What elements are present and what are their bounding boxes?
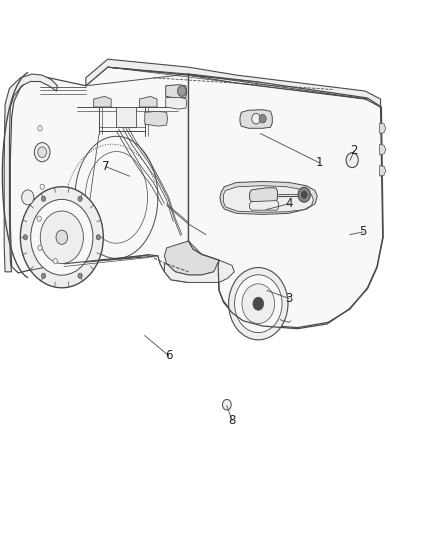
Polygon shape — [164, 260, 234, 282]
Circle shape — [301, 191, 307, 198]
Circle shape — [37, 216, 41, 221]
Polygon shape — [380, 123, 386, 134]
Circle shape — [23, 235, 28, 240]
Circle shape — [223, 399, 231, 410]
Circle shape — [177, 86, 186, 96]
Circle shape — [259, 115, 266, 123]
Circle shape — [31, 199, 93, 275]
Circle shape — [78, 196, 82, 201]
Text: 1: 1 — [316, 156, 323, 169]
Circle shape — [38, 126, 42, 131]
Polygon shape — [380, 144, 386, 155]
Circle shape — [252, 114, 261, 124]
Polygon shape — [164, 241, 219, 275]
Polygon shape — [94, 96, 111, 107]
Circle shape — [298, 187, 310, 202]
Text: 4: 4 — [285, 197, 293, 211]
Circle shape — [253, 297, 264, 310]
Circle shape — [96, 235, 100, 240]
Circle shape — [41, 196, 46, 201]
Polygon shape — [250, 188, 278, 203]
Polygon shape — [166, 98, 187, 109]
Text: 3: 3 — [285, 292, 293, 305]
Circle shape — [229, 268, 288, 340]
Polygon shape — [140, 96, 157, 107]
Polygon shape — [4, 74, 57, 272]
Text: 8: 8 — [228, 414, 236, 427]
Circle shape — [242, 284, 275, 324]
Circle shape — [234, 275, 282, 333]
Text: 2: 2 — [350, 144, 358, 157]
Circle shape — [21, 190, 34, 205]
Polygon shape — [166, 85, 187, 99]
Circle shape — [41, 273, 46, 278]
Polygon shape — [145, 111, 167, 126]
Circle shape — [346, 153, 358, 167]
Polygon shape — [223, 185, 313, 212]
Text: 7: 7 — [102, 160, 109, 173]
Circle shape — [40, 184, 44, 189]
Polygon shape — [380, 165, 386, 176]
Polygon shape — [240, 110, 272, 128]
Circle shape — [56, 230, 67, 244]
Polygon shape — [220, 181, 317, 214]
Polygon shape — [187, 75, 383, 328]
Polygon shape — [11, 67, 214, 282]
Circle shape — [38, 245, 42, 251]
Text: 5: 5 — [360, 225, 367, 238]
Circle shape — [34, 143, 50, 162]
Circle shape — [53, 259, 57, 264]
Circle shape — [40, 211, 83, 263]
Text: 6: 6 — [165, 349, 173, 362]
Polygon shape — [250, 200, 279, 210]
Polygon shape — [86, 59, 381, 107]
Circle shape — [38, 147, 46, 158]
Polygon shape — [117, 107, 136, 127]
Circle shape — [78, 273, 82, 278]
Circle shape — [20, 187, 103, 288]
